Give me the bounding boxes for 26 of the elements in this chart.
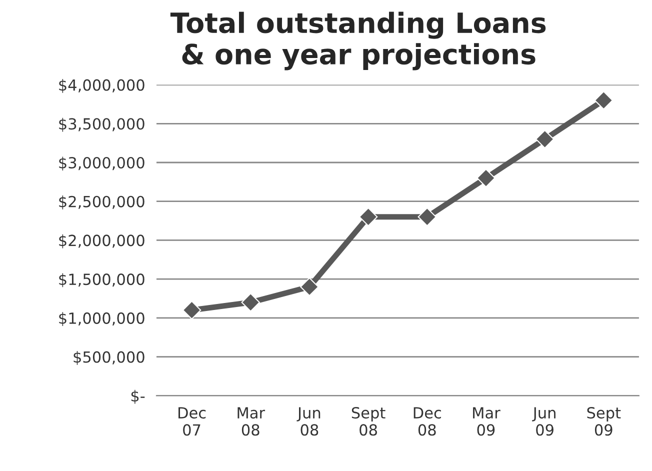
point [182,300,202,320]
y-tick-label: $- [131,390,145,404]
y-tick-label: $3,000,000 [59,156,144,171]
y-tick-label: $1,000,000 [59,312,144,326]
y-tick-label: $3,500,000 [59,118,144,132]
x-tick-label: Jun 09 [532,407,556,436]
point [418,208,436,226]
x-tick-label: Dec 08 [414,407,441,436]
point [476,168,496,188]
point [594,90,614,110]
point [535,130,554,149]
x-tick-label: Sept 09 [587,407,621,436]
x-tick-label: Dec 07 [178,407,206,436]
point [300,277,319,296]
x-tick-label: Mar 08 [238,407,266,436]
y-tick-label: $2,500,000 [59,196,144,210]
point [358,208,378,226]
x-tick-label: Mar 09 [473,407,500,436]
x-tick-label: Sept 08 [352,407,386,436]
y-tick-label: $4,000,000 [59,78,144,93]
chart-title: Total outstanding Loans & one year projections [170,12,546,70]
point [241,293,260,312]
y-tick-label: $500,000 [74,350,144,365]
x-tick-label: Jun 08 [296,407,320,436]
y-tick-label: $2,000,000 [59,234,144,248]
y-tick-label: $1,500,000 [59,273,144,288]
